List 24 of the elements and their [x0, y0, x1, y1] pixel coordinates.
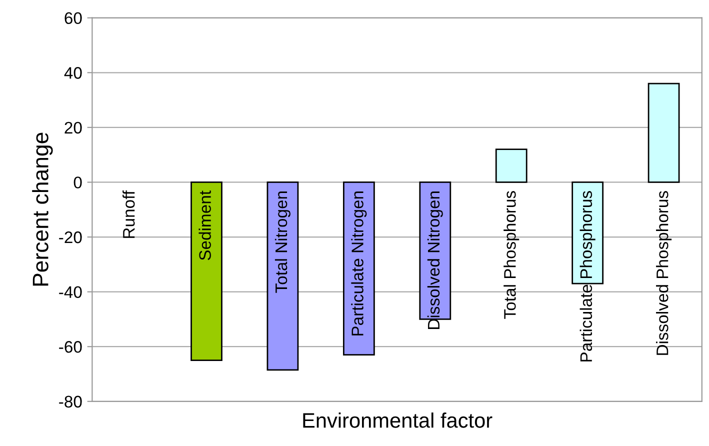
x-tick-label: Total Nitrogen: [274, 192, 290, 293]
y-axis-title: Percent change: [32, 132, 53, 286]
x-tick-label: Dissolved Phosphorus: [656, 191, 672, 355]
y-tick-label: -40: [59, 286, 82, 298]
bar: [495, 148, 528, 183]
x-tick-label: Total Phosphorus: [504, 191, 520, 319]
y-tick-label: -80: [59, 396, 82, 408]
y-tick-label: 40: [64, 67, 82, 79]
bar: [648, 82, 680, 183]
y-tick-label: -20: [59, 231, 82, 244]
x-tick-label: Dissolved Nitrogen: [427, 192, 443, 329]
bar: [190, 182, 222, 361]
bar: [572, 182, 604, 284]
y-tick-label: 0: [74, 176, 82, 188]
y-tick-label: 20: [64, 122, 82, 134]
x-tick-label: Particulate Phosphorus: [580, 191, 596, 362]
y-tick-label: 60: [64, 12, 82, 24]
bar: [342, 182, 375, 356]
x-axis-title: Environmental factor: [303, 412, 492, 428]
x-tick-label: Particulate Nitrogen: [351, 192, 367, 336]
x-tick-label: Runoff: [122, 190, 135, 238]
x-tick-label: Sediment: [198, 190, 211, 260]
y-tick-label: -60: [59, 341, 82, 353]
bar: [266, 182, 299, 371]
